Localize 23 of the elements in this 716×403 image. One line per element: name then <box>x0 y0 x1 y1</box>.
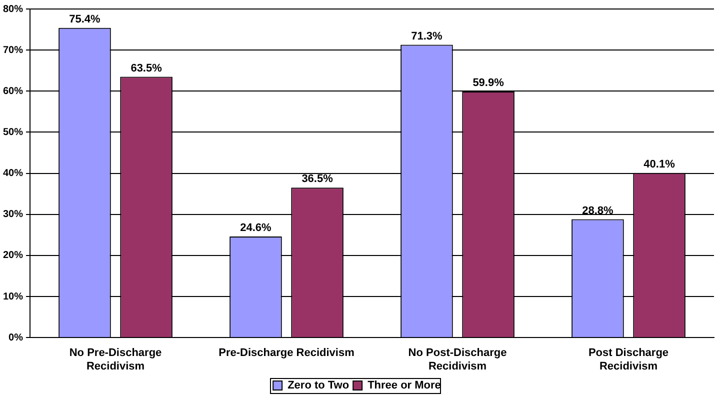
x-tick-label: Post Discharge Recidivism <box>588 347 669 372</box>
data-label: 40.1% <box>644 158 676 170</box>
y-tick-label: 60% <box>3 86 24 97</box>
y-tick-label: 20% <box>3 250 24 262</box>
data-label: 63.5% <box>130 62 162 74</box>
data-label: 24.6% <box>240 222 272 234</box>
data-label: 36.5% <box>302 173 334 186</box>
y-tick-label: 40% <box>3 168 24 180</box>
data-label: 75.4% <box>69 13 101 26</box>
y-tick-label: 70% <box>3 44 24 56</box>
y-tick-label: 80% <box>3 4 24 15</box>
x-tick-label: Pre-Discharge Recidivism <box>218 347 355 360</box>
y-tick-label: 0% <box>8 332 24 344</box>
y-tick-label: 30% <box>3 209 24 220</box>
legend-label: Zero to Two <box>288 380 350 392</box>
x-tick-label: No Post-Discharge Recidivism <box>408 347 507 372</box>
data-label: 28.8% <box>582 204 614 217</box>
data-label: 59.9% <box>472 77 504 90</box>
data-label: 71.3% <box>411 30 443 42</box>
y-tick-label: 10% <box>3 291 24 302</box>
y-tick-label: 50% <box>3 126 24 138</box>
legend-label: Three or More <box>368 380 441 392</box>
x-tick-label: No Pre-Discharge Recidivism <box>69 347 162 372</box>
